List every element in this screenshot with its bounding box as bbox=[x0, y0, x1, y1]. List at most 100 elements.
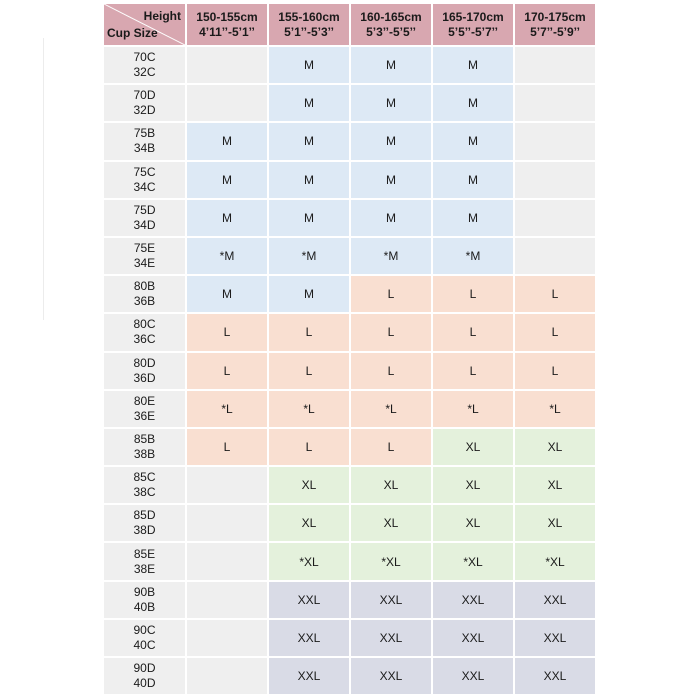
table-row: 85E 38E *XL *XL *XL *XL bbox=[104, 543, 595, 580]
cup-size-eu: 85E bbox=[133, 546, 156, 561]
table-row: 80D 36D L L L L L bbox=[104, 352, 595, 389]
size-cell: L bbox=[351, 314, 431, 351]
cup-size-eu: 85D bbox=[133, 508, 156, 523]
size-cell: M bbox=[269, 47, 349, 84]
size-cell: XXL bbox=[351, 581, 431, 618]
height-cm: 165-170cm bbox=[442, 9, 504, 24]
cup-size-us: 38B bbox=[133, 446, 156, 461]
cup-size-us: 40B bbox=[133, 599, 156, 614]
cup-size-cell: 90B 40B bbox=[104, 581, 185, 618]
size-cell: XL bbox=[515, 428, 595, 466]
cup-size-eu: 75D bbox=[133, 202, 156, 217]
size-cell: XXL bbox=[433, 581, 513, 618]
height-column-header: 160-165cm 5’3’’-5’5’’ bbox=[351, 4, 431, 45]
cup-size-us: 36D bbox=[133, 370, 156, 385]
size-chart-table: Height Cup Size 150-155cm 4’11’’-5’1’’ 1… bbox=[102, 2, 597, 696]
cup-size-cell: 85D 38D bbox=[104, 505, 185, 542]
size-cell: XL bbox=[433, 428, 513, 466]
faint-guide-line bbox=[43, 38, 44, 320]
height-column-header: 165-170cm 5’5’’-5’7’’ bbox=[433, 4, 513, 45]
cup-size-eu: 90B bbox=[133, 584, 156, 599]
cup-size-us: 32C bbox=[133, 65, 156, 80]
cup-size-cell: 80D 36D bbox=[104, 352, 185, 389]
height-column-header: 155-160cm 5’1’’-5’3’’ bbox=[269, 4, 349, 45]
size-cell: XL bbox=[269, 467, 349, 504]
cup-size-eu: 75C bbox=[133, 164, 156, 179]
cup-size-us: 40D bbox=[133, 676, 156, 691]
diagonal-divider bbox=[104, 4, 185, 45]
corner-header-cell: Height Cup Size bbox=[104, 4, 185, 45]
size-cell: *M bbox=[351, 237, 431, 275]
height-ft: 4’11’’-5’1’’ bbox=[199, 24, 255, 39]
cup-size-label: Cup Size bbox=[107, 26, 158, 40]
cup-size-cell: 75C 34C bbox=[104, 161, 185, 198]
size-cell: *XL bbox=[515, 543, 595, 580]
height-cm: 155-160cm bbox=[278, 9, 340, 24]
size-cell: M bbox=[187, 161, 267, 198]
size-cell: *M bbox=[269, 237, 349, 275]
size-cell: L bbox=[269, 352, 349, 389]
height-ft: 5’7’’-5’9’’ bbox=[530, 24, 580, 39]
size-cell: L bbox=[269, 314, 349, 351]
cup-size-us: 32D bbox=[133, 103, 156, 118]
cup-size-cell: 90D 40D bbox=[104, 658, 185, 695]
size-cell: *XL bbox=[269, 543, 349, 580]
table-row: 75C 34C M M M M bbox=[104, 161, 595, 198]
table-row: 75B 34B M M M M bbox=[104, 123, 595, 160]
size-cell: M bbox=[187, 199, 267, 236]
size-cell: L bbox=[433, 276, 513, 313]
cup-size-eu: 90C bbox=[133, 622, 156, 637]
size-cell: L bbox=[433, 352, 513, 389]
size-cell bbox=[515, 47, 595, 84]
size-cell: XXL bbox=[515, 581, 595, 618]
cup-size-cell: 80E 36E bbox=[104, 390, 185, 427]
table-row: 75E 34E *M *M *M *M bbox=[104, 237, 595, 275]
size-cell: XXL bbox=[269, 619, 349, 656]
size-cell: L bbox=[187, 314, 267, 351]
cup-size-eu: 70C bbox=[133, 50, 156, 65]
size-cell: L bbox=[433, 314, 513, 351]
size-cell: L bbox=[515, 314, 595, 351]
size-cell bbox=[187, 505, 267, 542]
size-cell bbox=[187, 47, 267, 84]
height-label: Height bbox=[143, 9, 181, 23]
cup-size-us: 36B bbox=[133, 294, 156, 309]
header-row: Height Cup Size 150-155cm 4’11’’-5’1’’ 1… bbox=[104, 4, 595, 45]
size-cell: XL bbox=[515, 467, 595, 504]
size-cell: *M bbox=[433, 237, 513, 275]
cup-size-us: 34B bbox=[133, 141, 156, 156]
height-column-header: 170-175cm 5’7’’-5’9’’ bbox=[515, 4, 595, 45]
size-cell bbox=[187, 581, 267, 618]
table-row: 70C 32C M M M bbox=[104, 47, 595, 84]
size-cell: XL bbox=[433, 505, 513, 542]
size-cell: *M bbox=[187, 237, 267, 275]
size-cell bbox=[187, 658, 267, 695]
size-cell: M bbox=[351, 199, 431, 236]
height-ft: 5’1’’-5’3’’ bbox=[284, 24, 334, 39]
size-cell bbox=[187, 619, 267, 656]
size-cell: XL bbox=[433, 467, 513, 504]
height-ft: 5’3’’-5’5’’ bbox=[366, 24, 416, 39]
cup-size-us: 38E bbox=[133, 561, 156, 576]
cup-size-us: 34D bbox=[133, 217, 156, 232]
size-cell: XL bbox=[351, 505, 431, 542]
height-ft: 5’5’’-5’7’’ bbox=[448, 24, 498, 39]
size-cell: XXL bbox=[351, 619, 431, 656]
size-chart-body: 70C 32C M M M 70D 32D M M M 75B 34B M M M M 75C 34C M M M M 75… bbox=[104, 47, 595, 695]
cup-size-eu: 80C bbox=[133, 317, 156, 332]
cup-size-cell: 80C 36C bbox=[104, 314, 185, 351]
size-cell: M bbox=[269, 85, 349, 122]
size-cell bbox=[187, 543, 267, 580]
cup-size-eu: 80E bbox=[133, 393, 156, 408]
size-cell: XXL bbox=[515, 619, 595, 656]
size-cell: M bbox=[433, 161, 513, 198]
cup-size-cell: 90C 40C bbox=[104, 619, 185, 656]
table-row: 90B 40B XXL XXL XXL XXL bbox=[104, 581, 595, 618]
size-cell bbox=[515, 237, 595, 275]
size-cell: L bbox=[515, 352, 595, 389]
cup-size-eu: 85B bbox=[133, 431, 156, 446]
size-cell: *XL bbox=[351, 543, 431, 580]
cup-size-us: 36C bbox=[133, 332, 156, 347]
size-cell: M bbox=[433, 85, 513, 122]
cup-size-eu: 75B bbox=[133, 126, 156, 141]
